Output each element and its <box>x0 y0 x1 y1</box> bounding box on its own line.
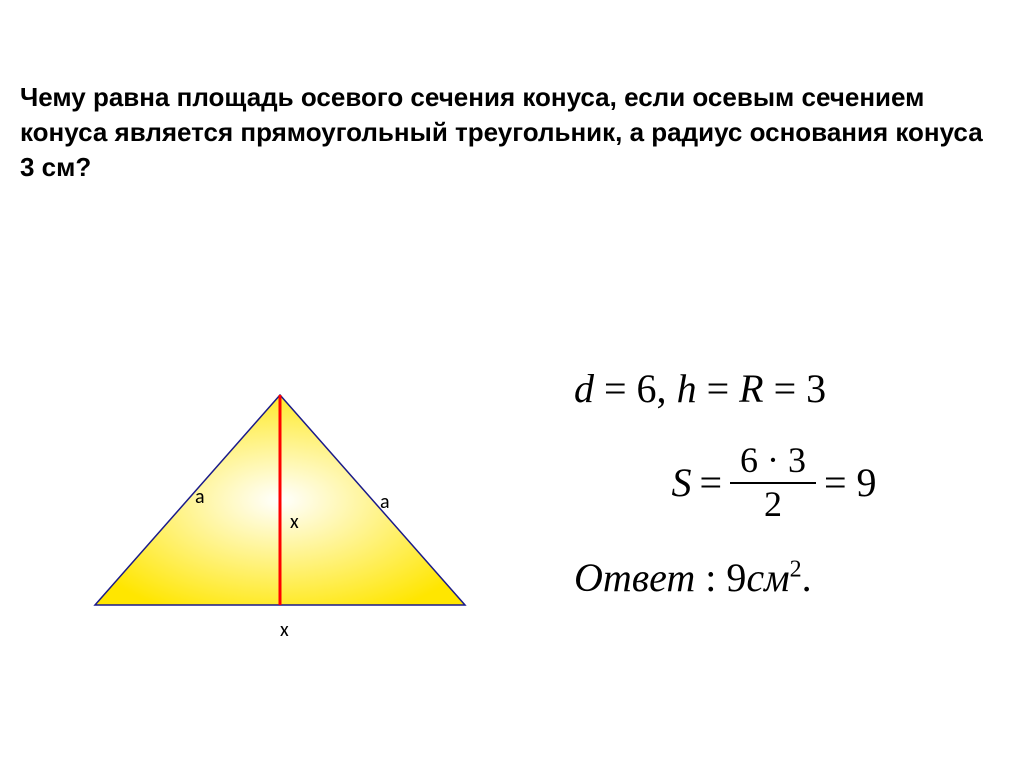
equation-1: d = 6, h = R = 3 <box>574 365 974 412</box>
equation-answer: Ответ : 9см2. <box>574 554 974 601</box>
equation-2: S = 6 · 3 2 = 9 <box>574 442 974 524</box>
answer-power: 2 <box>790 556 802 582</box>
label-a-right: a <box>380 490 390 514</box>
fraction-numerator: 6 · 3 <box>730 442 816 484</box>
label-x-bottom: x <box>280 618 289 642</box>
eq1-part3: = 3 <box>764 366 827 411</box>
eq2-equals1: = <box>699 459 722 506</box>
eq1-part1: = 6, <box>594 366 677 411</box>
fraction: 6 · 3 2 <box>730 442 816 524</box>
problem-title: Чему равна площадь осевого сечения конус… <box>20 80 984 185</box>
var-d: d <box>574 366 594 411</box>
math-block: d = 6, h = R = 3 S = 6 · 3 2 = 9 Ответ :… <box>574 365 974 601</box>
answer-period: . <box>802 555 812 600</box>
answer-colon: : <box>695 555 726 600</box>
eq2-equals2: = 9 <box>824 459 877 506</box>
fraction-denominator: 2 <box>764 484 782 524</box>
var-S: S <box>671 459 691 506</box>
label-a-left: a <box>195 485 205 509</box>
triangle-diagram: a a x x <box>70 380 490 660</box>
var-R: R <box>739 366 763 411</box>
eq1-part2: = <box>697 366 740 411</box>
var-h: h <box>677 366 697 411</box>
answer-value: 9 <box>726 555 746 600</box>
answer-label: Ответ <box>574 555 695 600</box>
label-x-mid: x <box>290 510 299 534</box>
answer-unit: см <box>746 555 789 600</box>
